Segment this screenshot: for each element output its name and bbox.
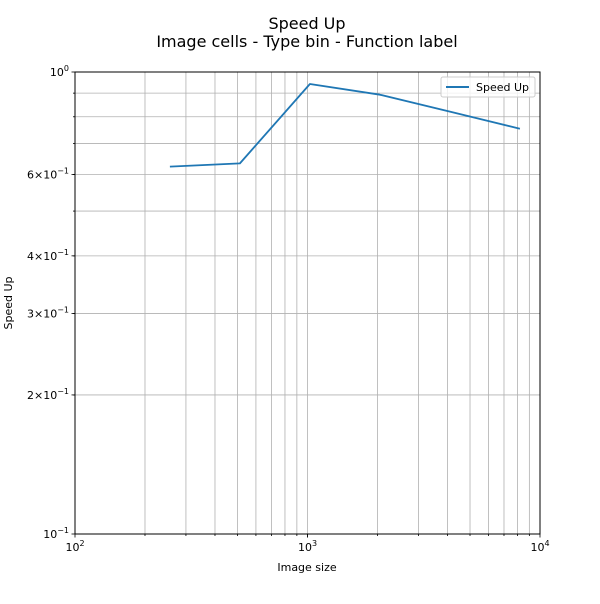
legend-label: Speed Up [476,81,529,94]
x-axis-label: Image size [277,561,337,574]
chart-subtitle: Image cells - Type bin - Function label [156,32,457,51]
x-tick-label: 103 [298,539,317,554]
legend: Speed Up [441,77,535,97]
y-tick-label: 100 [50,64,69,79]
x-tick-label: 102 [65,539,84,554]
chart-title: Speed Up [268,14,345,33]
y-tick-label: 2×10−1 [27,387,69,402]
y-tick-label: 4×10−1 [27,248,69,263]
y-tick-label: 6×10−1 [27,166,69,181]
x-tick-label: 104 [530,539,549,554]
ticks: 102 103 104 100 6×10−1 4×10−1 3×10−1 2×10−1 10−1 [27,64,550,554]
y-tick-label: 10−1 [43,526,69,541]
y-tick-label: 3×10−1 [27,306,69,321]
y-axis-label: Speed Up [2,276,15,329]
grid [75,72,540,534]
